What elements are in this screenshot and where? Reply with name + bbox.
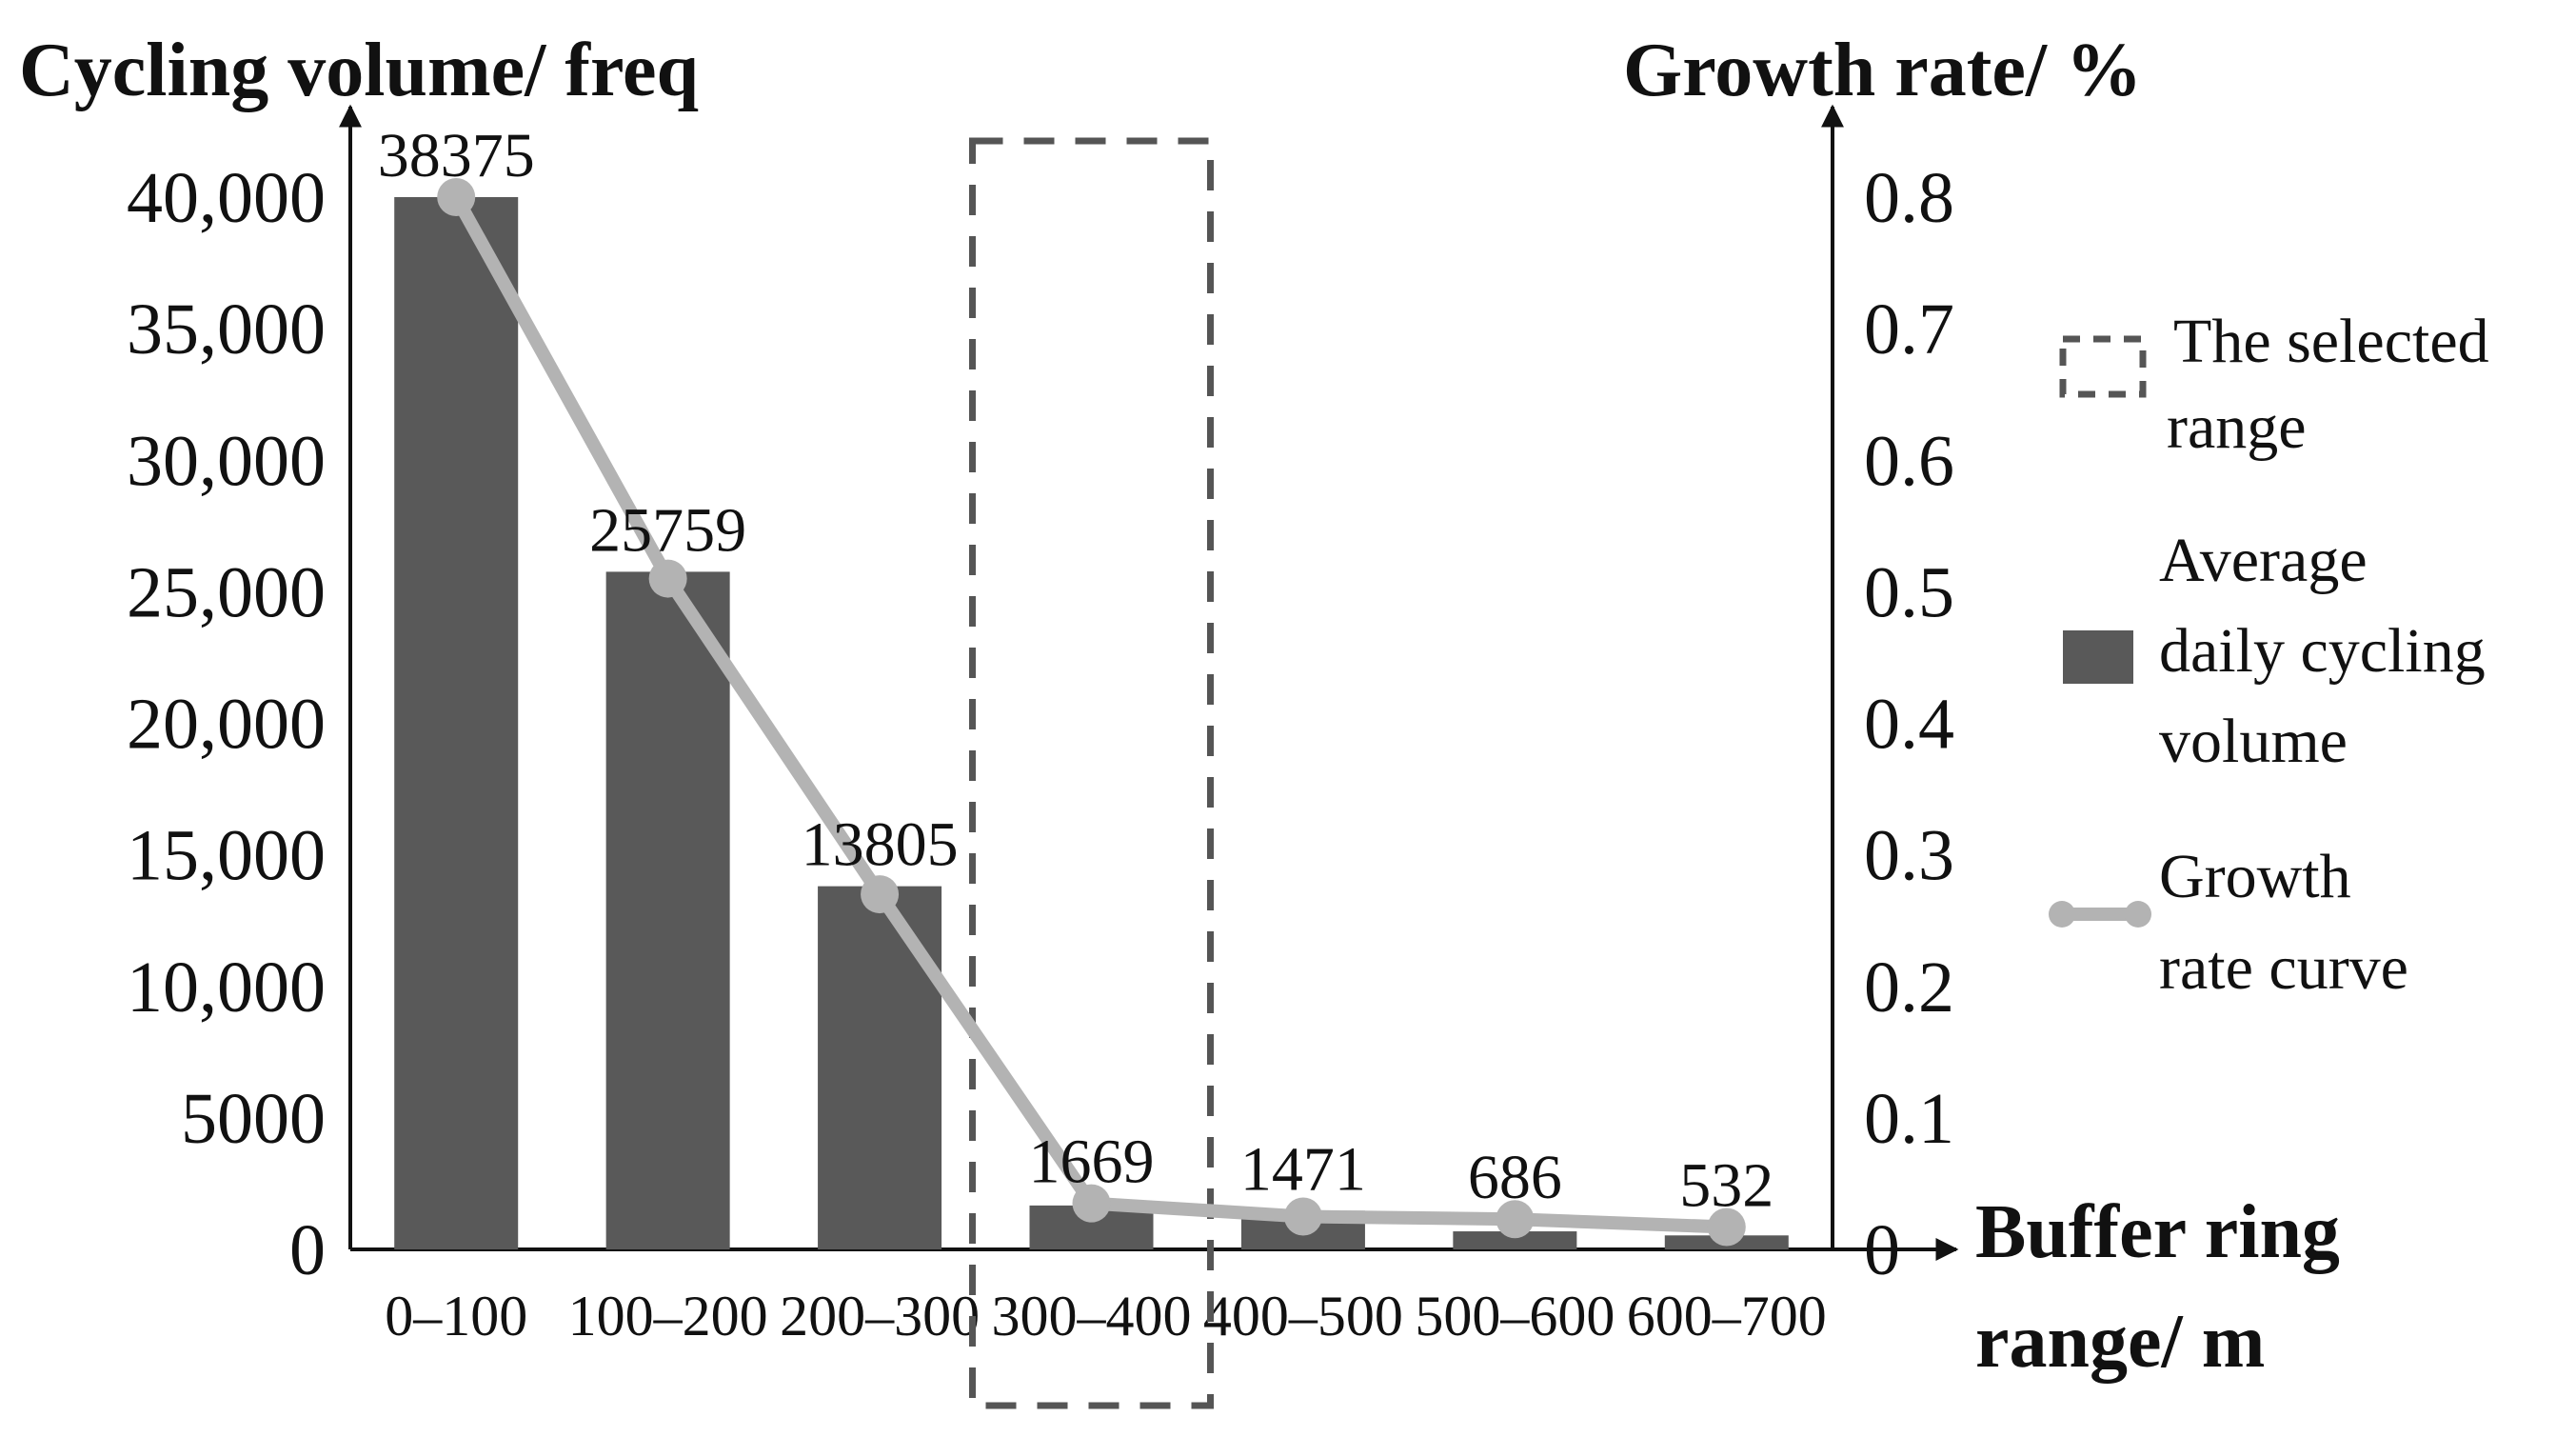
axis-titles: Cycling volume/ freq Growth rate/ % Buffer… xyxy=(19,29,2340,1384)
legend-label: range xyxy=(2167,392,2307,462)
x-tick-label: 300–400 xyxy=(992,1285,1192,1347)
x-axis-title-line-2: range/ m xyxy=(1975,1300,2265,1384)
x-tick-label: 100–200 xyxy=(568,1285,768,1347)
legend-label: The selected xyxy=(2173,307,2489,376)
legend-marker-line-point xyxy=(2125,901,2151,928)
right-tick-label: 0.8 xyxy=(1864,158,1954,238)
left-tick-label: 5000 xyxy=(181,1079,326,1159)
selected-range-box xyxy=(969,137,1214,1409)
bar xyxy=(1453,1231,1577,1249)
growth-rate-point xyxy=(1072,1184,1111,1223)
left-tick-label: 35,000 xyxy=(127,289,326,369)
legend-label: Average xyxy=(2159,526,2368,595)
left-tick-label: 0 xyxy=(289,1210,326,1290)
x-tick-label: 600–700 xyxy=(1627,1285,1827,1347)
right-tick-label: 0.7 xyxy=(1864,289,1954,369)
data-label: 1471 xyxy=(1240,1134,1366,1204)
right-tick-label: 0.2 xyxy=(1864,948,1954,1028)
bars xyxy=(394,197,1789,1249)
bar xyxy=(605,571,730,1249)
legend-label: rate curve xyxy=(2159,933,2408,1003)
data-label: 532 xyxy=(1679,1151,1773,1221)
left-axis: 0 5000 10,000 15,000 20,000 25,000 30,000 35,00… xyxy=(127,104,362,1290)
data-label: 38375 xyxy=(378,121,535,190)
legend-marker-line-point xyxy=(2049,901,2075,928)
growth-rate-point xyxy=(648,559,687,598)
data-label: 686 xyxy=(1468,1143,1562,1212)
legend-label: daily cycling xyxy=(2159,616,2486,686)
growth-rate-point xyxy=(861,875,900,914)
y2-axis-title: Growth rate/ % xyxy=(1623,29,2142,112)
left-tick-label: 40,000 xyxy=(127,158,326,238)
right-tick-label: 0.1 xyxy=(1864,1079,1954,1159)
x-tick-label: 400–500 xyxy=(1203,1285,1403,1347)
x-axis-title-line-1: Buffer ring xyxy=(1975,1190,2340,1274)
growth-rate-point xyxy=(1496,1200,1535,1239)
growth-rate-point xyxy=(1283,1197,1322,1236)
x-tick-label: 500–600 xyxy=(1415,1285,1615,1347)
legend: The selected range Average daily cycling vol… xyxy=(2049,307,2489,1003)
growth-rate-point xyxy=(1707,1207,1746,1247)
growth-rate-point xyxy=(437,178,476,216)
left-tick-label: 15,000 xyxy=(127,816,326,896)
right-tick-label: 0.3 xyxy=(1864,816,1954,896)
right-axis: 00.10.20.30.40.50.60.70.8 xyxy=(1821,104,1954,1290)
data-label: 13805 xyxy=(802,810,959,880)
left-tick-label: 10,000 xyxy=(127,948,326,1028)
right-tick-label: 0.6 xyxy=(1864,421,1954,501)
data-labels: 38375 25759 13805 1669 1471 686 532 xyxy=(378,121,1774,1221)
y-axis-title: Cycling volume/ freq xyxy=(19,29,699,112)
growth-line xyxy=(437,178,1746,1247)
x-tick-label: 0–100 xyxy=(385,1285,527,1347)
left-tick-label: 20,000 xyxy=(127,685,326,765)
bar xyxy=(818,886,942,1249)
legend-marker-selected-range xyxy=(2059,335,2147,398)
data-label: 25759 xyxy=(589,495,746,565)
data-label: 1669 xyxy=(1029,1128,1155,1197)
left-tick-label: 25,000 xyxy=(127,552,326,632)
right-tick-label: 0.5 xyxy=(1864,552,1954,632)
x-tick-label: 200–300 xyxy=(780,1285,980,1347)
right-tick-label: 0.4 xyxy=(1864,685,1954,765)
legend-label: volume xyxy=(2159,707,2348,776)
bar xyxy=(394,197,519,1249)
x-axis: 0–100 100–200 200–300 300–400 400–500 500–600… xyxy=(350,1238,1959,1347)
legend-label: Growth xyxy=(2159,842,2351,911)
legend-marker-bar xyxy=(2063,630,2133,684)
selected-range xyxy=(969,137,1214,1409)
left-tick-label: 30,000 xyxy=(127,421,326,501)
